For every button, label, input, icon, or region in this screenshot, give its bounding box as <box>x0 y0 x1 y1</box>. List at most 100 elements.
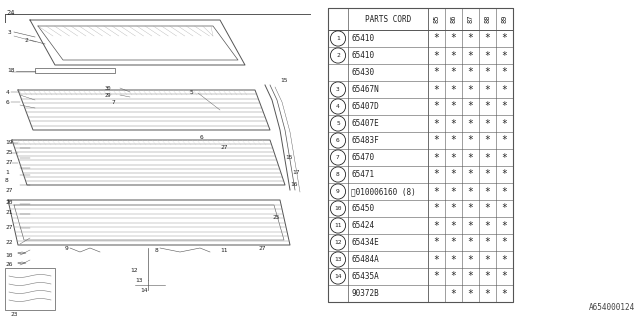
Text: *: * <box>502 51 508 60</box>
Text: 16: 16 <box>290 182 298 187</box>
Text: *: * <box>468 237 474 247</box>
Text: *: * <box>484 84 490 94</box>
Text: 65467N: 65467N <box>351 85 379 94</box>
Text: *: * <box>451 289 456 299</box>
Text: 27: 27 <box>5 160 13 165</box>
Text: *: * <box>502 187 508 196</box>
Text: *: * <box>484 204 490 213</box>
Text: *: * <box>468 271 474 282</box>
Text: 24: 24 <box>6 10 15 16</box>
Text: 18: 18 <box>7 68 15 73</box>
Text: 5: 5 <box>190 90 194 95</box>
Text: 27: 27 <box>5 188 13 193</box>
Text: *: * <box>433 237 440 247</box>
Text: 20: 20 <box>5 200 13 205</box>
Text: *: * <box>502 68 508 77</box>
Text: *: * <box>433 84 440 94</box>
Text: 65407E: 65407E <box>351 119 379 128</box>
Text: 8: 8 <box>5 178 9 183</box>
Text: 25: 25 <box>272 215 280 220</box>
Text: 87: 87 <box>467 15 474 23</box>
Text: 27: 27 <box>5 225 13 230</box>
Text: *: * <box>433 220 440 230</box>
Text: 88: 88 <box>484 15 490 23</box>
Text: *: * <box>468 204 474 213</box>
Text: 8: 8 <box>336 172 340 177</box>
Text: 3: 3 <box>8 30 12 35</box>
Text: *: * <box>433 34 440 44</box>
Text: *: * <box>502 220 508 230</box>
Text: *: * <box>502 170 508 180</box>
Text: 65407D: 65407D <box>351 102 379 111</box>
Text: *: * <box>451 170 456 180</box>
Text: *: * <box>433 51 440 60</box>
Text: *: * <box>451 271 456 282</box>
Text: 6: 6 <box>200 135 204 140</box>
Text: *: * <box>502 271 508 282</box>
Text: *: * <box>451 153 456 163</box>
Text: *: * <box>468 118 474 129</box>
Text: *: * <box>484 34 490 44</box>
Text: 90372B: 90372B <box>351 289 379 298</box>
Text: *: * <box>468 68 474 77</box>
Text: 6: 6 <box>6 100 10 105</box>
Text: 10: 10 <box>334 206 342 211</box>
Text: 29: 29 <box>105 93 111 98</box>
Text: *: * <box>484 118 490 129</box>
Text: *: * <box>433 204 440 213</box>
Text: *: * <box>484 68 490 77</box>
Text: 7: 7 <box>112 100 116 105</box>
Text: *: * <box>468 289 474 299</box>
Text: 65424: 65424 <box>351 221 374 230</box>
Text: 7: 7 <box>336 155 340 160</box>
Text: *: * <box>451 135 456 146</box>
Text: *: * <box>468 34 474 44</box>
Text: *: * <box>451 204 456 213</box>
Bar <box>328 8 513 302</box>
Text: 15: 15 <box>285 155 292 160</box>
Text: *: * <box>502 34 508 44</box>
Text: *: * <box>433 271 440 282</box>
Text: *: * <box>484 135 490 146</box>
Text: *: * <box>502 237 508 247</box>
Text: 65434E: 65434E <box>351 238 379 247</box>
Text: 17: 17 <box>292 170 300 175</box>
Text: 9: 9 <box>65 246 68 251</box>
Text: 2: 2 <box>336 53 340 58</box>
Text: 65484A: 65484A <box>351 255 379 264</box>
Text: *: * <box>433 254 440 265</box>
Text: *: * <box>502 289 508 299</box>
Text: *: * <box>451 84 456 94</box>
Text: 26: 26 <box>5 262 13 267</box>
Text: 4: 4 <box>336 104 340 109</box>
Text: *: * <box>433 170 440 180</box>
Text: 10: 10 <box>5 253 13 258</box>
Text: 11: 11 <box>220 248 227 253</box>
Text: 13: 13 <box>135 278 143 283</box>
Text: *: * <box>451 118 456 129</box>
Text: 65483F: 65483F <box>351 136 379 145</box>
Text: 21: 21 <box>5 210 13 215</box>
Text: 23: 23 <box>10 312 17 317</box>
Text: 65410: 65410 <box>351 51 374 60</box>
Text: *: * <box>484 289 490 299</box>
Text: 14: 14 <box>334 274 342 279</box>
Text: 12: 12 <box>334 240 342 245</box>
Text: *: * <box>451 51 456 60</box>
Text: *: * <box>451 187 456 196</box>
Text: 65450: 65450 <box>351 204 374 213</box>
Text: *: * <box>502 101 508 111</box>
Text: 2: 2 <box>24 38 28 43</box>
Text: 30: 30 <box>105 86 111 91</box>
Text: *: * <box>502 118 508 129</box>
Text: *: * <box>451 68 456 77</box>
Text: 1: 1 <box>5 170 9 175</box>
Text: *: * <box>468 84 474 94</box>
Text: 27: 27 <box>220 145 227 150</box>
Text: 8: 8 <box>155 248 159 253</box>
Bar <box>35 68 115 73</box>
Text: 89: 89 <box>502 15 508 23</box>
Text: *: * <box>433 187 440 196</box>
Text: 3: 3 <box>336 87 340 92</box>
Text: 65435A: 65435A <box>351 272 379 281</box>
